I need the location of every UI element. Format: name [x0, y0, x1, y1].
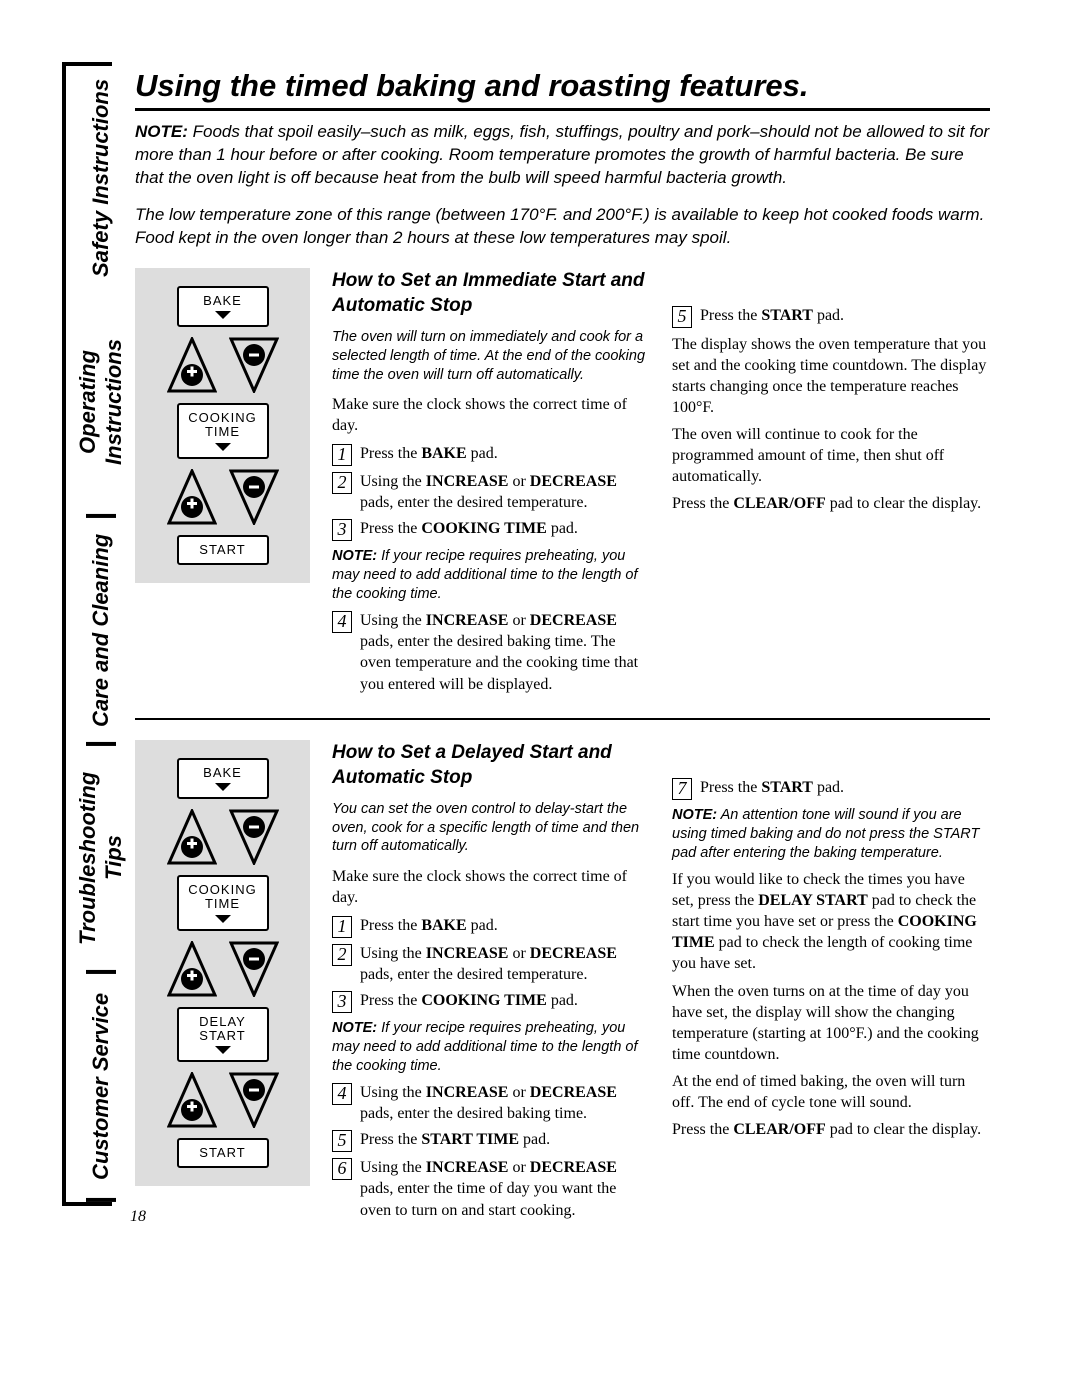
step-text: Using the INCREASE or DECREASE pads, ent… [360, 471, 650, 513]
bake-pad-icon: BAKE [177, 286, 269, 327]
step-number-icon: 7 [672, 778, 692, 800]
bake-pad-icon: BAKE [177, 758, 269, 799]
step-text: Using the INCREASE or DECREASE pads, ent… [360, 1082, 650, 1124]
step-number-icon: 4 [332, 611, 352, 633]
increase-icon [167, 809, 217, 865]
tab-customer-service: Customer Service [86, 974, 116, 1202]
step-text: Press the START pad. [700, 777, 990, 800]
cooking-time-pad-icon: COOKING TIME [177, 875, 269, 931]
body-text: When the oven turns on at the time of da… [672, 981, 990, 1065]
step-text: Using the INCREASE or DECREASE pads, ent… [360, 610, 650, 694]
step-text: Press the START TIME pad. [360, 1129, 650, 1152]
safety-note-2: The low temperature zone of this range (… [135, 204, 990, 250]
step-number-icon: 1 [332, 916, 352, 938]
step-number-icon: 4 [332, 1083, 352, 1105]
decrease-icon [229, 337, 279, 393]
step-text: Press the BAKE pad. [360, 443, 650, 466]
inline-note: NOTE: An attention tone will sound if yo… [672, 806, 990, 863]
note-text: Foods that spoil easily–such as milk, eg… [135, 122, 989, 187]
step-text: Using the INCREASE or DECREASE pads, ent… [360, 1157, 650, 1220]
step-number-icon: 3 [332, 519, 352, 541]
step-text: Press the START pad. [700, 305, 990, 328]
note-lead: NOTE: [135, 122, 188, 141]
control-panel-diagram-1: BAKE COOKING TIME START [135, 268, 310, 583]
delay-start-pad-icon: DELAY START [177, 1007, 269, 1063]
step-number-icon: 3 [332, 991, 352, 1013]
increase-decrease-icons [167, 941, 279, 997]
inline-note: NOTE: If your recipe requires preheating… [332, 547, 650, 604]
increase-decrease-icons [167, 809, 279, 865]
page-number: 18 [130, 1208, 146, 1226]
body-text: If you would like to check the times you… [672, 869, 990, 975]
increase-icon [167, 337, 217, 393]
increase-icon [167, 469, 217, 525]
tab-safety: Safety Instructions [86, 66, 116, 290]
start-pad-icon: START [177, 535, 269, 565]
decrease-icon [229, 469, 279, 525]
step-text: Press the COOKING TIME pad. [360, 518, 650, 541]
tab-troubleshooting: Troubleshooting Tips [86, 746, 116, 974]
safety-note-1: NOTE: Foods that spoil easily–such as mi… [135, 121, 990, 190]
inline-note: NOTE: If your recipe requires preheating… [332, 1019, 650, 1076]
step-number-icon: 1 [332, 444, 352, 466]
decrease-icon [229, 809, 279, 865]
step-number-icon: 5 [672, 306, 692, 328]
section-heading: How to Set an Immediate Start and Automa… [332, 268, 650, 318]
increase-icon [167, 1072, 217, 1128]
section-delayed-start: BAKE COOKING TIME DELAY START START [135, 718, 990, 1226]
section-heading: How to Set a Delayed Start and Automatic… [332, 740, 650, 790]
step-number-icon: 2 [332, 944, 352, 966]
sidebar-nav: Safety Instructions Operating Instructio… [62, 62, 112, 1206]
tab-operating: Operating Instructions [86, 290, 116, 518]
step-number-icon: 5 [332, 1130, 352, 1152]
body-text: Press the CLEAR/OFF pad to clear the dis… [672, 1119, 990, 1140]
body-text: Press the CLEAR/OFF pad to clear the dis… [672, 493, 990, 514]
section-intro: The oven will turn on immediately and co… [332, 328, 650, 385]
step-number-icon: 2 [332, 472, 352, 494]
pre-step-text: Make sure the clock shows the correct ti… [332, 394, 650, 436]
step-text: Press the COOKING TIME pad. [360, 990, 650, 1013]
decrease-icon [229, 941, 279, 997]
body-text: At the end of timed baking, the oven wil… [672, 1071, 990, 1113]
tab-care: Care and Cleaning [86, 518, 116, 746]
control-panel-diagram-2: BAKE COOKING TIME DELAY START START [135, 740, 310, 1187]
pre-step-text: Make sure the clock shows the correct ti… [332, 866, 650, 908]
increase-icon [167, 941, 217, 997]
page-title: Using the timed baking and roasting feat… [135, 68, 990, 111]
section-immediate-start: BAKE COOKING TIME START How to Set an Im… [135, 268, 990, 700]
section-intro: You can set the oven control to delay-st… [332, 800, 650, 857]
step-text: Using the INCREASE or DECREASE pads, ent… [360, 943, 650, 985]
start-pad-icon: START [177, 1138, 269, 1168]
cooking-time-pad-icon: COOKING TIME [177, 403, 269, 459]
body-text: The oven will continue to cook for the p… [672, 424, 990, 487]
increase-decrease-icons [167, 469, 279, 525]
increase-decrease-icons [167, 337, 279, 393]
increase-decrease-icons [167, 1072, 279, 1128]
step-number-icon: 6 [332, 1158, 352, 1180]
step-text: Press the BAKE pad. [360, 915, 650, 938]
body-text: The display shows the oven temperature t… [672, 334, 990, 418]
decrease-icon [229, 1072, 279, 1128]
